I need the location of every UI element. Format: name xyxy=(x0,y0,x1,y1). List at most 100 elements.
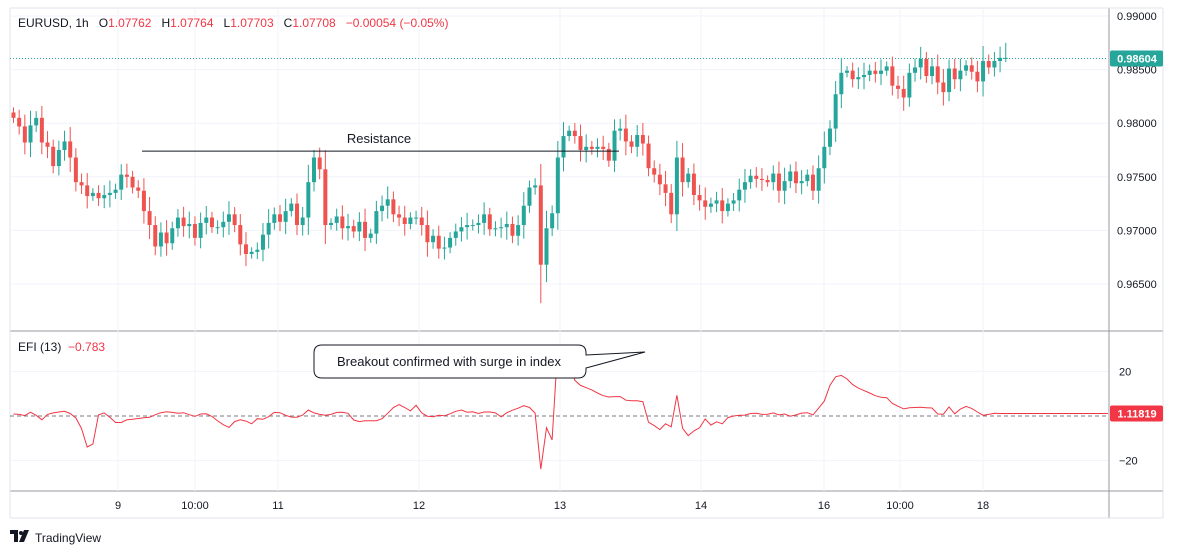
candle-body xyxy=(629,141,634,147)
symbol-name[interactable]: EURUSD xyxy=(18,16,69,30)
candle xyxy=(578,124,583,162)
candle-body xyxy=(141,190,146,212)
candle-body xyxy=(890,66,895,86)
price-axis-tick-label: 0.97000 xyxy=(1117,225,1157,237)
candle xyxy=(232,207,237,233)
symbol-interval[interactable]: 1h xyxy=(75,16,89,30)
candle-body xyxy=(1003,57,1008,59)
candle xyxy=(28,110,33,158)
candle-body xyxy=(368,233,373,238)
candle xyxy=(442,236,447,260)
candle-body xyxy=(896,85,901,89)
candle xyxy=(754,167,759,188)
candle-body xyxy=(306,182,311,218)
candle-body xyxy=(686,173,691,183)
candle xyxy=(22,114,27,155)
candle-body xyxy=(499,227,504,229)
efi-label[interactable]: EFI (13) xyxy=(18,340,62,354)
candle xyxy=(703,187,708,220)
tradingview-brand[interactable]: TradingView xyxy=(10,530,101,545)
efi-value: −0.783 xyxy=(68,340,106,354)
candle-body xyxy=(397,214,402,218)
candle xyxy=(862,62,866,90)
candle-body xyxy=(425,225,430,243)
candle xyxy=(260,223,265,262)
candle-body xyxy=(62,141,67,150)
time-axis-tick-label: 10:00 xyxy=(886,500,914,512)
candle xyxy=(487,207,492,236)
breakout-callout[interactable]: Breakout confirmed with surge in index xyxy=(313,344,646,379)
candle xyxy=(153,216,158,256)
candle xyxy=(448,232,453,254)
candle-body xyxy=(759,178,764,181)
candle-body xyxy=(56,150,61,167)
candle-body xyxy=(363,221,368,238)
close-value: 1.07708 xyxy=(292,16,336,30)
candle xyxy=(402,205,407,236)
candle-body xyxy=(153,225,158,247)
candle-body xyxy=(856,77,861,80)
candle-body xyxy=(340,216,345,229)
candle xyxy=(924,52,929,83)
candle xyxy=(805,169,810,187)
candle-body xyxy=(164,232,169,244)
candle xyxy=(720,188,725,224)
candle-body xyxy=(419,217,424,226)
candle xyxy=(289,198,294,217)
candle-body xyxy=(969,65,974,72)
close-label: C xyxy=(283,16,293,30)
candle xyxy=(765,175,770,187)
candle xyxy=(11,107,16,123)
candle xyxy=(334,208,339,231)
candle-body xyxy=(385,199,390,206)
candle xyxy=(663,171,668,207)
candle xyxy=(385,186,390,219)
candle xyxy=(453,223,458,246)
efi-value-badge: 1.11819 xyxy=(1110,405,1163,422)
candle-body xyxy=(516,225,521,236)
candle-body xyxy=(312,157,317,183)
candle-body xyxy=(561,136,566,158)
candle xyxy=(986,54,991,74)
candle-body xyxy=(731,200,736,204)
candle-body xyxy=(232,214,237,226)
open-value: 1.07762 xyxy=(108,16,152,30)
candle xyxy=(731,193,736,211)
candle-body xyxy=(289,203,294,212)
candle-body xyxy=(198,222,203,238)
candle xyxy=(567,125,572,142)
candle xyxy=(249,247,254,259)
candle xyxy=(612,119,617,173)
candle-body xyxy=(674,157,679,215)
candle-body xyxy=(260,234,265,250)
candle-body xyxy=(992,61,997,68)
candle-body xyxy=(255,249,260,252)
candle-body xyxy=(34,117,39,126)
candle-body xyxy=(300,217,305,226)
price-axis-tick-label: 0.96500 xyxy=(1117,279,1157,291)
candle xyxy=(595,138,600,158)
tradingview-logo-icon xyxy=(10,530,30,545)
candle xyxy=(714,191,719,213)
candle xyxy=(431,229,436,249)
candle xyxy=(243,232,248,267)
candle xyxy=(510,216,515,244)
candle xyxy=(589,140,594,155)
candle-body xyxy=(646,143,651,169)
candle-body xyxy=(238,225,243,245)
candle-body xyxy=(39,117,44,143)
candle-body xyxy=(714,200,719,204)
candle xyxy=(107,180,112,208)
candle xyxy=(771,165,776,191)
candle xyxy=(521,192,526,239)
candle-body xyxy=(317,157,322,170)
time-axis-tick-label: 10:00 xyxy=(181,500,209,512)
candle xyxy=(34,111,39,133)
candle xyxy=(635,125,640,157)
candle xyxy=(79,173,84,195)
candle xyxy=(436,225,441,259)
candle-body xyxy=(68,141,73,158)
candle-body xyxy=(459,227,464,232)
candle-body xyxy=(504,223,509,228)
